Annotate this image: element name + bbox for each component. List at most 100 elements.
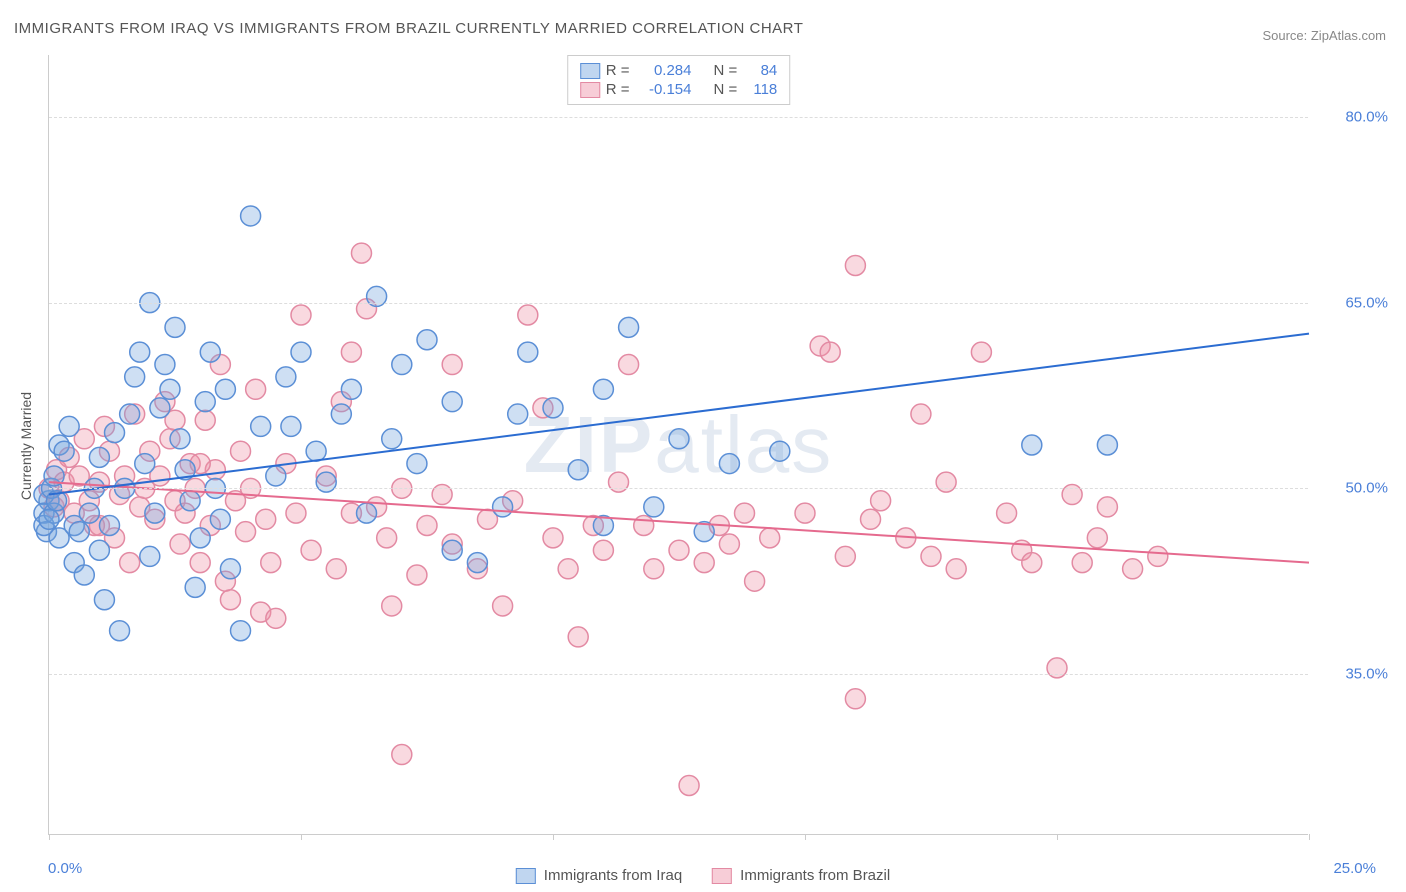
scatter-point: [558, 559, 578, 579]
scatter-point: [44, 466, 64, 486]
scatter-point: [120, 553, 140, 573]
scatter-point: [377, 528, 397, 548]
scatter-point: [835, 546, 855, 566]
scatter-point: [745, 571, 765, 591]
scatter-point: [669, 429, 689, 449]
scatter-point: [810, 336, 830, 356]
legend-swatch: [580, 82, 600, 98]
scatter-point: [1123, 559, 1143, 579]
scatter-point: [220, 559, 240, 579]
scatter-point: [241, 206, 261, 226]
scatter-point: [47, 491, 67, 511]
scatter-point: [175, 503, 195, 523]
legend-label: Immigrants from Brazil: [740, 867, 890, 884]
scatter-point: [946, 559, 966, 579]
scatter-point: [508, 404, 528, 424]
scatter-point: [94, 416, 114, 436]
scatter-point: [130, 497, 150, 517]
scatter-point: [392, 745, 412, 765]
scatter-point: [276, 367, 296, 387]
scatter-point: [140, 441, 160, 461]
scatter-point: [634, 515, 654, 535]
scatter-point: [99, 515, 119, 535]
legend-label: Immigrants from Iraq: [544, 867, 682, 884]
legend-swatch: [580, 63, 600, 79]
scatter-point: [125, 404, 145, 424]
scatter-point: [735, 503, 755, 523]
scatter-point: [341, 379, 361, 399]
y-tick-label: 80.0%: [1318, 108, 1388, 125]
y-axis-label: Currently Married: [18, 392, 34, 500]
scatter-point: [44, 503, 64, 523]
legend-correlation-row: R =-0.154N =118: [580, 81, 778, 98]
scatter-point: [251, 602, 271, 622]
gridline: [49, 674, 1308, 675]
legend-swatch: [516, 868, 536, 884]
scatter-point: [1148, 546, 1168, 566]
scatter-point: [357, 503, 377, 523]
scatter-point: [1087, 528, 1107, 548]
scatter-point: [49, 491, 69, 511]
scatter-point: [135, 454, 155, 474]
scatter-point: [477, 509, 497, 529]
scatter-point: [291, 305, 311, 325]
scatter-point: [200, 515, 220, 535]
scatter-point: [69, 466, 89, 486]
chart-plot-area: ZIPatlas R =0.284N =84R =-0.154N =118 35…: [48, 55, 1308, 835]
scatter-point: [442, 534, 462, 554]
scatter-point: [89, 515, 109, 535]
scatter-point: [175, 460, 195, 480]
scatter-point: [64, 515, 84, 535]
scatter-point: [79, 491, 99, 511]
scatter-point: [593, 540, 613, 560]
scatter-point: [1022, 553, 1042, 573]
scatter-point: [1072, 553, 1092, 573]
scatter-point: [795, 503, 815, 523]
scatter-point: [861, 509, 881, 529]
scatter-point: [518, 305, 538, 325]
scatter-point: [47, 460, 67, 480]
scatter-point: [341, 503, 361, 523]
scatter-point: [593, 379, 613, 399]
scatter-point: [1012, 540, 1032, 560]
scatter-point: [64, 553, 84, 573]
scatter-point: [442, 392, 462, 412]
scatter-point: [246, 379, 266, 399]
x-tick-mark: [805, 834, 806, 840]
scatter-point: [382, 596, 402, 616]
scatter-point: [74, 429, 94, 449]
scatter-point: [165, 491, 185, 511]
scatter-point: [195, 392, 215, 412]
scatter-point: [281, 416, 301, 436]
scatter-point: [180, 454, 200, 474]
scatter-point: [709, 515, 729, 535]
scatter-point: [170, 429, 190, 449]
y-tick-label: 50.0%: [1318, 480, 1388, 497]
scatter-point: [256, 509, 276, 529]
scatter-point: [442, 355, 462, 375]
scatter-point: [105, 528, 125, 548]
scatter-point: [341, 342, 361, 362]
scatter-point: [145, 503, 165, 523]
scatter-point: [593, 515, 613, 535]
scatter-point: [49, 435, 69, 455]
n-label: N =: [714, 81, 738, 98]
scatter-point: [493, 497, 513, 517]
scatter-point: [165, 317, 185, 337]
scatter-point: [99, 441, 119, 461]
scatter-point: [140, 546, 160, 566]
x-axis-max-label: 25.0%: [1333, 860, 1376, 877]
scatter-point: [160, 379, 180, 399]
scatter-point: [1097, 435, 1117, 455]
scatter-point: [170, 534, 190, 554]
scatter-point: [719, 534, 739, 554]
scatter-point: [543, 528, 563, 548]
x-tick-mark: [1057, 834, 1058, 840]
scatter-point: [568, 460, 588, 480]
scatter-point: [160, 429, 180, 449]
scatter-point: [669, 540, 689, 560]
gridline: [49, 303, 1308, 304]
scatter-point: [997, 503, 1017, 523]
scatter-point: [215, 571, 235, 591]
scatter-point: [694, 553, 714, 573]
